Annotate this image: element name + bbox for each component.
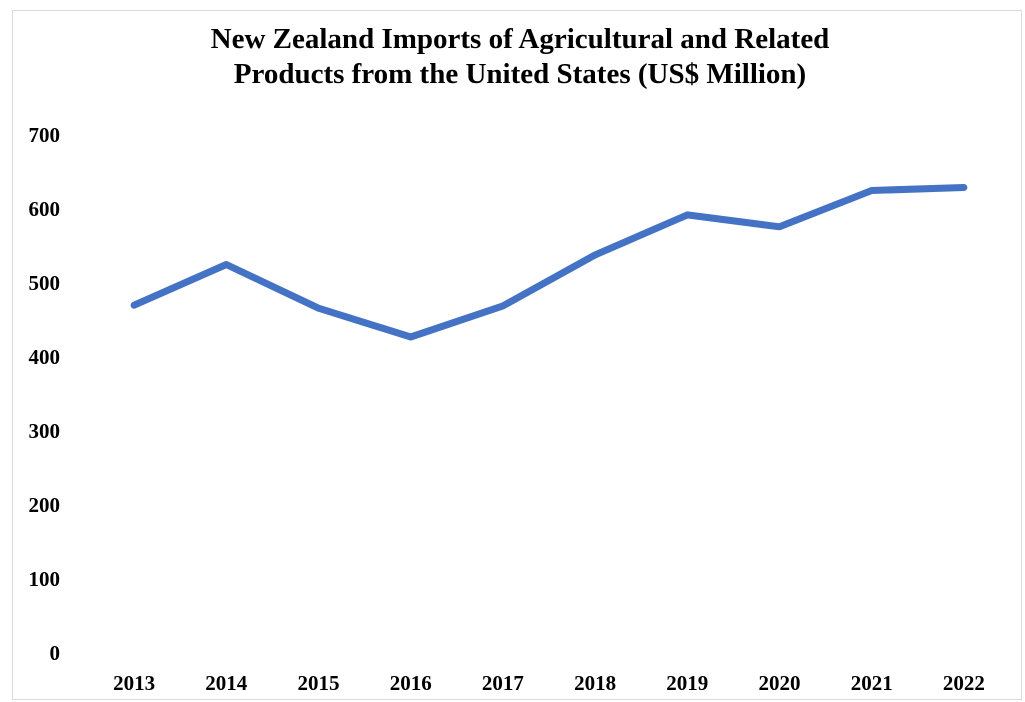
x-tick-label: 2016 <box>390 671 432 695</box>
y-tick-label: 100 <box>29 567 61 591</box>
x-tick-label: 2013 <box>113 671 155 695</box>
x-tick-label: 2019 <box>666 671 708 695</box>
series-line <box>130 184 968 341</box>
chart-frame <box>12 10 1022 700</box>
chart-title-line-2: Products from the United States (US$ Mil… <box>233 58 807 90</box>
x-axis-ticks: 2013 2014 2015 2016 2017 2018 2019 2020 2021 2022 <box>113 671 985 695</box>
x-tick-label: 2018 <box>574 671 616 695</box>
y-tick-label: 600 <box>29 197 61 221</box>
y-tick-label: 200 <box>29 493 61 517</box>
chart-title: New Zealand Imports of Agricultural and … <box>20 22 1020 92</box>
y-tick-label: 400 <box>29 345 61 369</box>
x-tick-label: 2020 <box>759 671 801 695</box>
y-tick-label: 500 <box>29 271 61 295</box>
x-tick-label: 2014 <box>205 671 248 695</box>
chart-title-line-1: New Zealand Imports of Agricultural and … <box>210 23 830 55</box>
y-tick-label: 0 <box>50 641 61 665</box>
series-group <box>130 184 968 341</box>
x-tick-label: 2015 <box>298 671 340 695</box>
y-tick-label: 300 <box>29 419 61 443</box>
x-tick-label: 2017 <box>482 671 524 695</box>
x-tick-label: 2022 <box>943 671 985 695</box>
y-tick-label: 700 <box>29 123 61 147</box>
x-tick-label: 2021 <box>851 671 893 695</box>
y-axis-ticks: 0 100 200 300 400 500 600 700 <box>29 123 61 665</box>
